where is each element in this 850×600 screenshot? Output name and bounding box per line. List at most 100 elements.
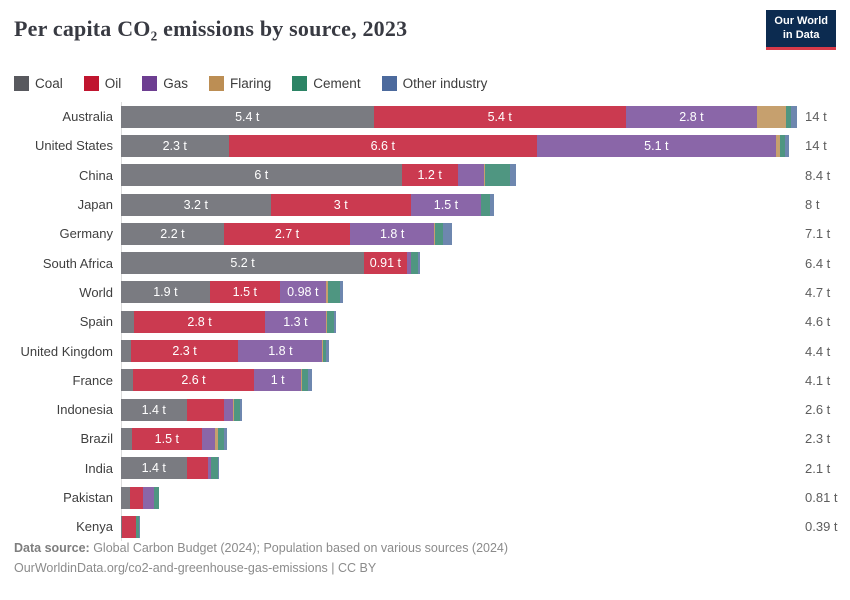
segment-value-label: 6 t bbox=[254, 168, 269, 183]
bar-segment-gas: 1.3 t bbox=[264, 310, 326, 333]
bar-track: 3.2 t 3 t 1.5 t bbox=[121, 193, 799, 216]
total-value-label: 0.39 t bbox=[805, 519, 838, 535]
bar-track: 5.4 t 5.4 t 2.8 t bbox=[121, 105, 799, 128]
bar-segment-oil: 2.7 t bbox=[223, 222, 351, 245]
bar-track bbox=[121, 486, 799, 509]
bar-segment-other bbox=[240, 398, 243, 421]
legend-swatch-flaring bbox=[209, 76, 225, 91]
segment-value-label: 2.3 t bbox=[162, 138, 187, 153]
bar-track: 2.2 t 2.7 t 1.8 t bbox=[121, 222, 799, 245]
bar-track: 1.9 t 1.5 t 0.98 t bbox=[121, 281, 799, 304]
bar-segment-gas bbox=[223, 398, 233, 421]
bar-segment-other bbox=[217, 457, 220, 480]
segment-value-label: 1 t bbox=[270, 373, 285, 388]
entity-label: India bbox=[84, 460, 113, 476]
bar-track: 2.6 t 1 t bbox=[121, 369, 799, 392]
legend-label: Other industry bbox=[402, 76, 488, 91]
chart-row-united-states: United States 2.3 t 6.6 t 5.1 t 14 t bbox=[0, 131, 850, 160]
bar-track: 2.3 t 6.6 t 5.1 t bbox=[121, 134, 799, 157]
chart-row-brazil: Brazil 1.5 t 2.3 t bbox=[0, 424, 850, 453]
bar-segment-other bbox=[490, 193, 494, 216]
bar-segment-flaring bbox=[325, 310, 328, 333]
bar-segment-coal: 5.4 t bbox=[121, 105, 374, 128]
legend-swatch-coal bbox=[14, 76, 29, 91]
bar-segment-gas bbox=[457, 164, 484, 187]
bar-segment-gas bbox=[201, 427, 216, 450]
segment-value-label: 5.2 t bbox=[230, 256, 255, 271]
entity-label: Australia bbox=[62, 109, 113, 125]
bar-segment-gas bbox=[406, 252, 412, 275]
bar-segment-coal bbox=[121, 427, 132, 450]
bar-segment-gas: 1.8 t bbox=[350, 222, 435, 245]
bar-segment-coal bbox=[121, 486, 131, 509]
bar-segment-oil: 2.8 t bbox=[134, 310, 265, 333]
bar-segment-other bbox=[138, 515, 140, 538]
chart-header: Per capita CO₂ emissions by source, 2023… bbox=[0, 0, 850, 60]
chart-row-spain: Spain 2.8 t 1.3 t 4.6 t bbox=[0, 307, 850, 336]
bar-track: 1.5 t bbox=[121, 427, 799, 450]
chart-row-pakistan: Pakistan 0.81 t bbox=[0, 483, 850, 512]
bar-segment-coal: 1.4 t bbox=[121, 398, 187, 421]
segment-value-label: 2.3 t bbox=[172, 344, 197, 359]
segment-value-label: 5.1 t bbox=[644, 138, 669, 153]
bar-segment-oil: 1.5 t bbox=[131, 427, 202, 450]
legend-item-gas: Gas bbox=[142, 76, 188, 91]
legend-swatch-gas bbox=[142, 76, 158, 91]
bar-segment-flaring bbox=[322, 340, 323, 363]
entity-label: Spain bbox=[79, 314, 113, 330]
bar-segment-coal: 3.2 t bbox=[121, 193, 271, 216]
bar-segment-oil bbox=[186, 398, 224, 421]
bar-segment-cement bbox=[322, 340, 327, 363]
bar-segment-flaring bbox=[483, 164, 485, 187]
bar-segment-flaring bbox=[325, 281, 328, 304]
owid-logo-line1: Our World bbox=[774, 15, 828, 27]
bar-segment-cement bbox=[434, 222, 444, 245]
chart-row-united-kingdom: United Kingdom 2.3 t 1.8 t 4.4 t bbox=[0, 336, 850, 365]
legend-label: Gas bbox=[163, 76, 189, 91]
segment-value-label: 1.4 t bbox=[141, 402, 166, 417]
bar-segment-coal bbox=[121, 340, 131, 363]
segment-value-label: 1.5 t bbox=[433, 197, 459, 212]
legend-swatch-cement bbox=[292, 76, 308, 91]
total-value-label: 8.4 t bbox=[805, 167, 831, 183]
segment-value-label: 1.9 t bbox=[153, 285, 178, 300]
chart-row-india: India 1.4 t 2.1 t bbox=[0, 454, 850, 483]
bar-segment-other bbox=[339, 281, 343, 304]
bar-segment-other bbox=[790, 105, 798, 128]
chart-row-japan: Japan 3.2 t 3 t 1.5 t 8 t bbox=[0, 190, 850, 219]
stacked-bar-chart: Australia 5.4 t 5.4 t 2.8 t 14 t United State… bbox=[0, 102, 850, 542]
entity-label: France bbox=[72, 372, 113, 388]
bar-track: 6 t 1.2 t bbox=[121, 164, 799, 187]
owid-logo: Our World in Data bbox=[766, 10, 836, 50]
bar-segment-oil: 1.2 t bbox=[401, 164, 458, 187]
bar-segment-cement bbox=[484, 164, 511, 187]
bar-segment-other bbox=[417, 252, 421, 275]
bar-segment-coal: 5.2 t bbox=[121, 252, 365, 275]
legend-item-oil: Oil bbox=[83, 76, 121, 91]
chart-row-indonesia: Indonesia 1.4 t 2.6 t bbox=[0, 395, 850, 424]
data-source-label: Data source: bbox=[14, 541, 90, 555]
entity-label: China bbox=[79, 167, 113, 183]
total-value-label: 7.1 t bbox=[805, 226, 831, 242]
data-source-line: Data source: Global Carbon Budget (2024)… bbox=[14, 538, 836, 558]
bar-segment-cement bbox=[154, 486, 159, 509]
bar-segment-oil: 1.5 t bbox=[209, 281, 280, 304]
bar-segment-flaring bbox=[232, 398, 234, 421]
segment-value-label: 1.5 t bbox=[232, 285, 257, 300]
segment-value-label: 1.8 t bbox=[380, 226, 405, 241]
bar-track: 2.8 t 1.3 t bbox=[121, 310, 799, 333]
bar-segment-other bbox=[784, 134, 790, 157]
entity-label: World bbox=[79, 284, 113, 300]
legend-label: Cement bbox=[313, 76, 361, 91]
segment-value-label: 1.5 t bbox=[154, 431, 179, 446]
bar-segment-gas: 5.1 t bbox=[537, 134, 776, 157]
bar-segment-coal bbox=[121, 369, 133, 392]
chart-footer: Data source: Global Carbon Budget (2024)… bbox=[14, 538, 836, 578]
legend-swatch-other bbox=[381, 76, 397, 91]
total-value-label: 2.6 t bbox=[805, 402, 831, 418]
bar-segment-other bbox=[224, 427, 228, 450]
segment-value-label: 2.8 t bbox=[187, 314, 212, 329]
segment-value-label: 6.6 t bbox=[370, 138, 395, 153]
bar-segment-other bbox=[307, 369, 313, 392]
bar-segment-other bbox=[333, 310, 336, 333]
